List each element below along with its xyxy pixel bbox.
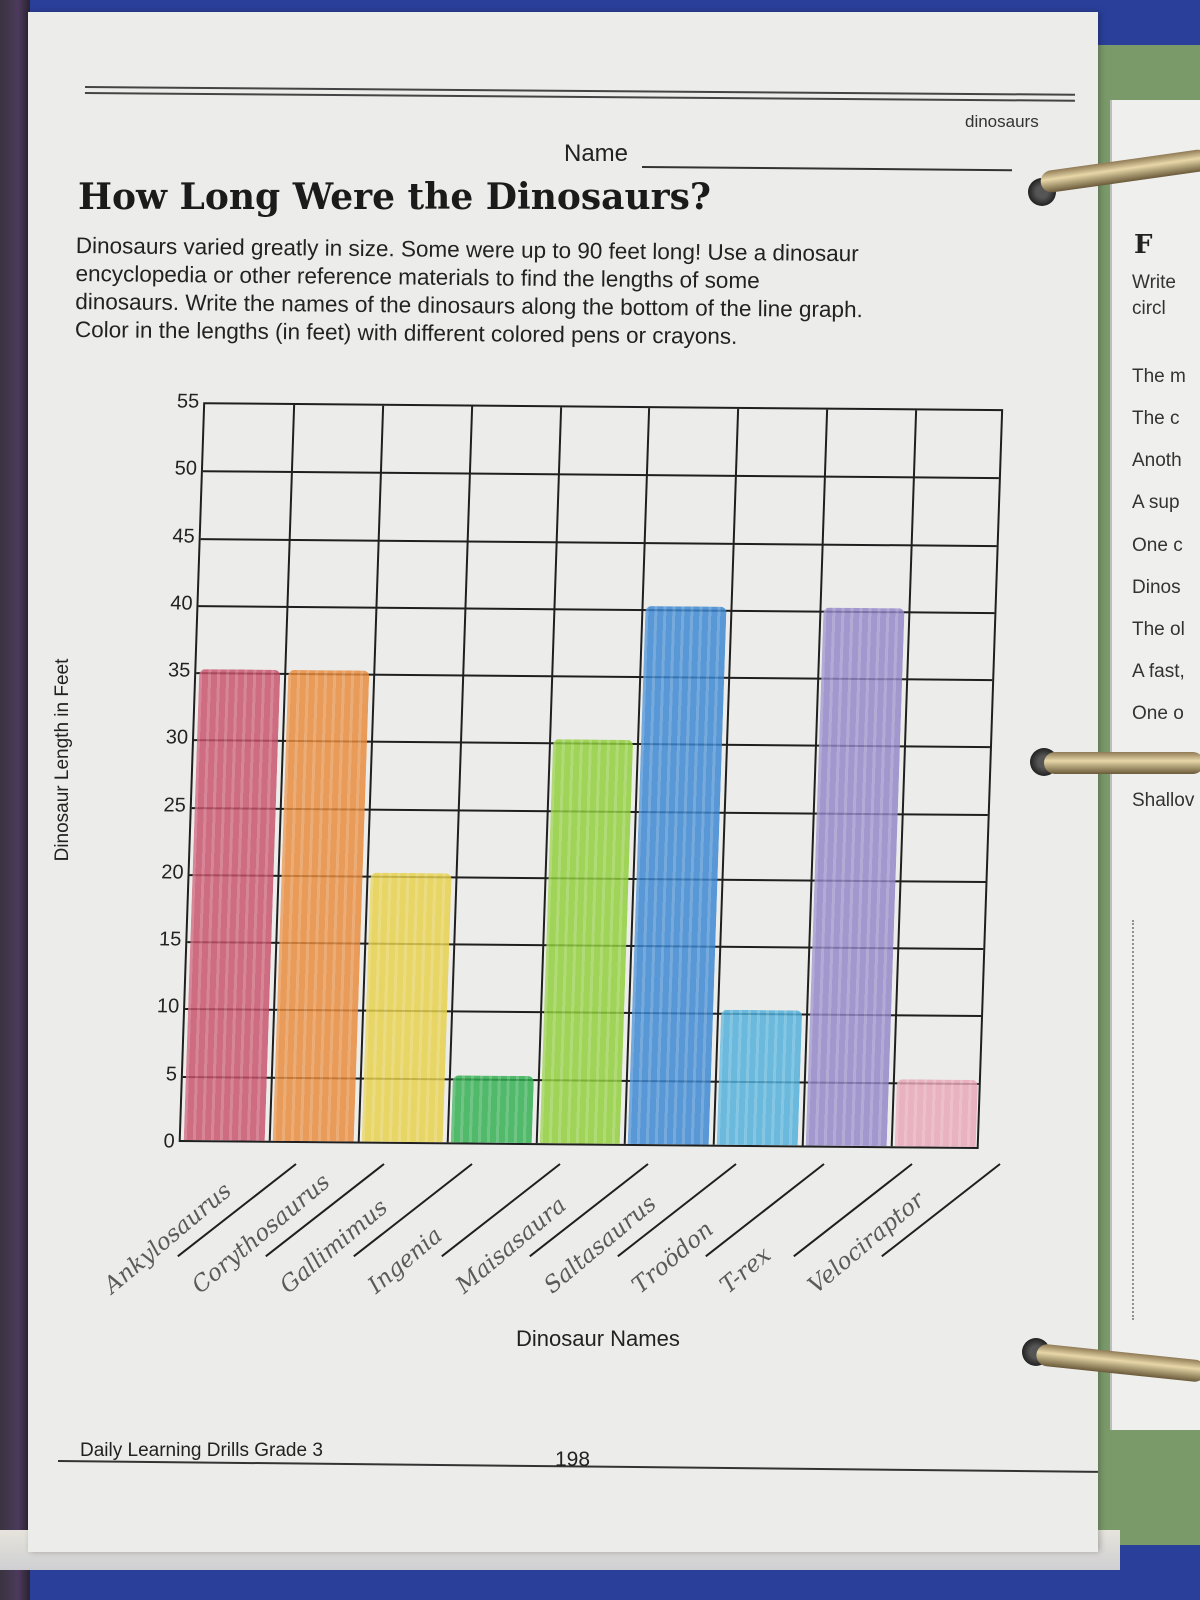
y-tick-label: 55 — [176, 390, 200, 413]
y-tick-label: 0 — [163, 1130, 176, 1153]
y-tick-label: 35 — [167, 659, 191, 682]
bar-trex — [805, 607, 905, 1147]
y-tick-label: 40 — [169, 592, 193, 615]
name-label: Name — [564, 140, 629, 167]
bar-ankylosaurus — [183, 669, 281, 1141]
bar-trodon — [717, 1010, 803, 1146]
next-page-title: F — [1134, 230, 1153, 260]
binder-cover-edge — [0, 0, 30, 1600]
y-tick-label: 45 — [172, 524, 196, 548]
y-tick-label: 30 — [165, 726, 189, 749]
bar-corythosaurus — [272, 670, 370, 1142]
y-tick-label: 10 — [156, 995, 180, 1018]
gridline-horizontal — [200, 537, 997, 547]
next-page-line: Anoth — [1132, 450, 1182, 471]
next-page-line: One o — [1132, 703, 1184, 724]
next-page-line: circl — [1132, 298, 1166, 319]
next-page-line: A sup — [1132, 492, 1180, 513]
bar-chart: 0 5 10 15 20 25 30 35 40 45 50 55 — [157, 390, 1023, 1169]
next-page-illustration — [1132, 920, 1200, 1320]
binder-ring-icon — [1044, 752, 1200, 774]
y-axis-title: Dinosaur Length in Feet — [52, 658, 73, 862]
next-page-line: A fast, — [1132, 661, 1185, 682]
bar-gallimimus — [361, 872, 452, 1143]
gridline-vertical — [446, 406, 473, 1143]
y-tick-label: 15 — [158, 928, 182, 951]
bar-velociraptor — [894, 1079, 978, 1147]
next-page-line: One c — [1132, 535, 1183, 556]
bar-saltasaurus — [628, 605, 727, 1145]
page-number: 198 — [555, 1448, 591, 1471]
bar-ingenia — [450, 1075, 534, 1144]
y-tick-label: 25 — [163, 793, 187, 817]
next-page-line: Write — [1132, 272, 1176, 293]
worksheet-title: How Long Were the Dinosaurs? — [78, 176, 711, 218]
bar-maisasaura — [539, 739, 634, 1144]
y-tick-label: 50 — [174, 457, 198, 480]
y-tick-label: 5 — [165, 1063, 178, 1086]
next-page-line: Shallov — [1132, 790, 1195, 811]
plot-area — [178, 402, 1004, 1149]
next-page-line: Dinos — [1132, 577, 1181, 598]
topic-tag: dinosaurs — [965, 112, 1039, 131]
footer-book-title: Daily Learning Drills Grade 3 — [80, 1440, 323, 1461]
next-page-line: The c — [1132, 408, 1180, 429]
next-page-line: The m — [1132, 366, 1186, 387]
gridline-horizontal — [202, 470, 999, 480]
y-tick-label: 20 — [160, 861, 184, 884]
x-axis-title: Dinosaur Names — [516, 1326, 680, 1351]
next-page-line: The ol — [1132, 619, 1185, 640]
instructions: Dinosaurs varied greatly in size. Some w… — [75, 232, 1056, 354]
